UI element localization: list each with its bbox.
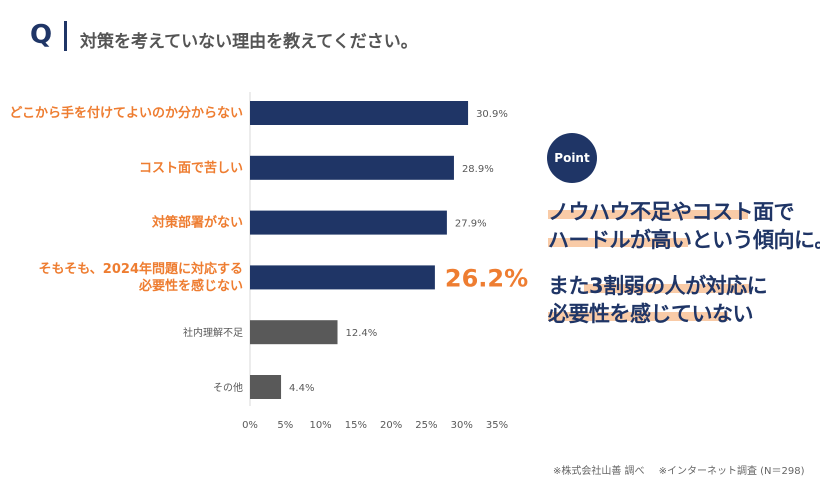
- point-line-1: ノウハウ不足やコスト面で: [548, 200, 795, 224]
- bar: [250, 210, 447, 235]
- x-tick-label: 0%: [242, 420, 258, 431]
- x-tick-label: 20%: [380, 420, 402, 431]
- x-tick-label: 5%: [277, 420, 293, 431]
- highlight-marker: [548, 210, 748, 219]
- x-tick-label: 30%: [451, 420, 473, 431]
- question-marker: Q: [30, 20, 53, 50]
- data-label: 28.9%: [462, 164, 494, 175]
- data-label: 4.4%: [289, 383, 314, 394]
- category-label: 社内理解不足: [183, 326, 243, 339]
- data-label: 12.4%: [346, 328, 378, 339]
- category-label: その他: [213, 381, 243, 394]
- data-label: 26.2%: [445, 264, 528, 292]
- bar: [250, 155, 454, 180]
- category-label: そもそも、2024年問題に対応する: [38, 261, 243, 277]
- point-line-2: ハードルが高いという傾向に。: [548, 228, 820, 252]
- point-badge: Point: [547, 133, 597, 183]
- x-tick-label: 15%: [345, 420, 367, 431]
- category-label: 必要性を感じない: [138, 278, 243, 294]
- data-label: 27.9%: [455, 219, 487, 230]
- x-tick-label: 10%: [309, 420, 331, 431]
- point-line-4: 必要性を感じていない: [548, 302, 754, 326]
- question-title: 対策を考えていない理由を教えてください。: [80, 32, 418, 52]
- category-label: 対策部署がない: [151, 215, 243, 231]
- footnote: ※株式会社山善 調べ ※インターネット調査 (N＝298): [553, 462, 819, 477]
- data-label: 30.9%: [476, 109, 508, 120]
- category-label: コスト面で苦しい: [139, 160, 243, 176]
- highlight-marker: [584, 284, 749, 293]
- bar: [250, 320, 338, 345]
- bar: [250, 375, 282, 399]
- category-label: どこから手を付けてよいのか分からない: [9, 105, 243, 121]
- divider: [64, 21, 67, 51]
- highlight-marker: [548, 312, 728, 321]
- point-line-3: また3割弱の人が対応に: [548, 274, 768, 298]
- source-note: ※株式会社山善 調べ: [553, 466, 645, 477]
- x-tick-label: 25%: [415, 420, 437, 431]
- bar: [250, 265, 435, 290]
- bar: [250, 101, 469, 125]
- survey-note: ※インターネット調査 (N＝298): [658, 466, 805, 477]
- highlight-marker: [548, 238, 688, 247]
- x-tick-label: 35%: [486, 420, 508, 431]
